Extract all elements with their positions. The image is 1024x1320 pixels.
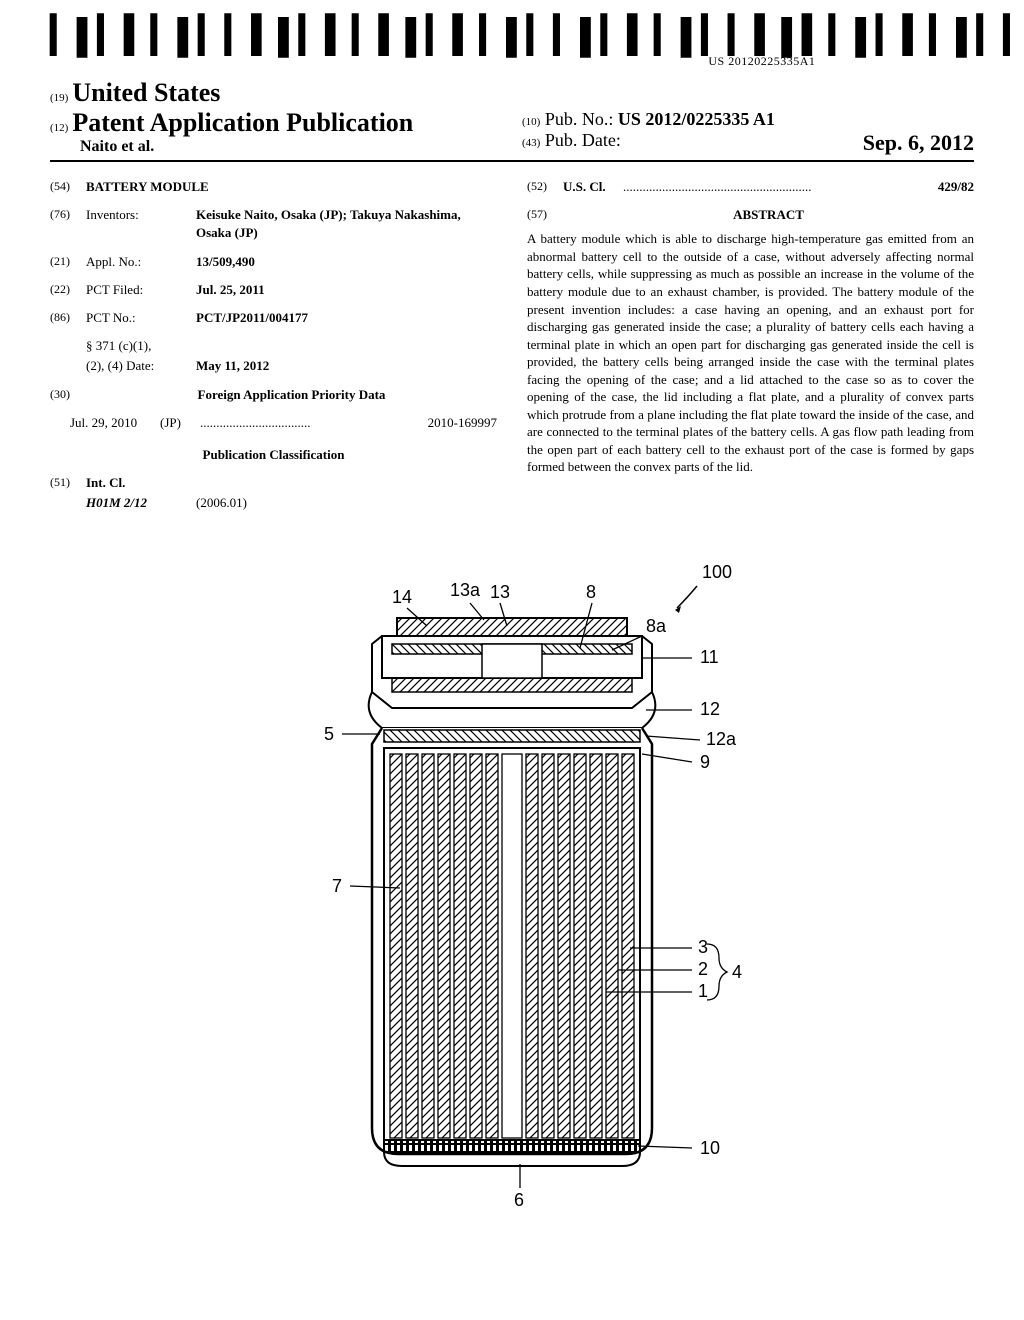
header-left: (19) United States (12) Patent Applicati… — [50, 78, 502, 156]
pubdate: Sep. 6, 2012 — [863, 130, 974, 156]
priority-row: Jul. 29, 2010 (JP) .....................… — [50, 414, 497, 432]
code-19: (19) — [50, 92, 68, 104]
pctfiled-value: Jul. 25, 2011 — [196, 281, 497, 299]
intcl-row: (51) Int. Cl. — [50, 474, 497, 492]
code-52: (52) — [527, 178, 563, 196]
fig-label-7: 7 — [332, 876, 342, 896]
fig-label-100: 100 — [702, 562, 732, 582]
applno-value: 13/509,490 — [196, 253, 497, 271]
fig-label-4: 4 — [732, 962, 742, 982]
applno-row: (21) Appl. No.: 13/509,490 — [50, 253, 497, 271]
pctfiled-label: PCT Filed: — [86, 281, 196, 299]
fig-label-9: 9 — [700, 752, 710, 772]
code-10: (10) — [522, 116, 540, 128]
barcode: ▎▌▎▍▎▌▎▎▍▌▎▍▎▍▌▎▍▎▌▎▎▌▎▍▎▌▎▎▍▌▍▎▌▎▍▎▌▎▎▍… — [50, 20, 1024, 69]
code-30: (30) — [50, 386, 86, 404]
s371-value: May 11, 2012 — [196, 357, 497, 375]
body-columns: (54) BATTERY MODULE (76) Inventors: Keis… — [50, 178, 974, 522]
foreign-priority-heading-row: (30) Foreign Application Priority Data — [50, 386, 497, 404]
s371-label2: (2), (4) Date: — [86, 357, 196, 375]
pub-title-line: (12) Patent Application Publication — [50, 108, 502, 138]
invention-title: BATTERY MODULE — [86, 178, 497, 196]
uscl-value: 429/82 — [914, 178, 974, 196]
uscl-dots: ........................................… — [623, 178, 914, 196]
fig-label-13: 13 — [490, 582, 510, 602]
pub-classification-heading: Publication Classification — [50, 446, 497, 464]
figure-svg: 100 — [232, 548, 792, 1208]
pubno: US 2012/0225335 A1 — [618, 109, 775, 129]
abstract-heading-row: (57) ABSTRACT — [527, 206, 974, 230]
code-43: (43) — [522, 137, 540, 149]
fig-top-cap — [372, 618, 652, 708]
applno-label: Appl. No.: — [86, 253, 196, 271]
priority-date: Jul. 29, 2010 — [70, 414, 160, 432]
patent-page: ▎▌▎▍▎▌▎▎▍▌▎▍▎▍▌▎▍▎▌▎▎▌▎▍▎▌▎▎▍▌▍▎▌▎▍▎▌▎▎▍… — [0, 0, 1024, 1253]
fig-label-5: 5 — [324, 724, 334, 744]
fig-label-2: 2 — [698, 959, 708, 979]
left-column: (54) BATTERY MODULE (76) Inventors: Keis… — [50, 178, 497, 522]
priority-country: (JP) — [160, 414, 200, 432]
pctno-label: PCT No.: — [86, 309, 196, 327]
header: (19) United States (12) Patent Applicati… — [50, 78, 974, 162]
pub-title: Patent Application Publication — [72, 108, 413, 137]
country: United States — [72, 78, 220, 107]
fig-label-12: 12 — [700, 699, 720, 719]
barcode-area: ▎▌▎▍▎▌▎▎▍▌▎▍▎▍▌▎▍▎▌▎▎▌▎▍▎▌▎▎▍▌▍▎▌▎▍▎▌▎▎▍… — [50, 20, 974, 70]
abstract-heading: ABSTRACT — [563, 206, 974, 224]
fig-label-11: 11 — [700, 647, 719, 667]
fig-label-10: 10 — [700, 1138, 720, 1158]
fig-label-13a: 13a — [450, 580, 481, 600]
code-76: (76) — [50, 206, 86, 242]
inventors-value: Keisuke Naito, Osaka (JP); Takuya Nakash… — [196, 206, 497, 242]
country-line: (19) United States — [50, 78, 502, 108]
fig-label-6: 6 — [514, 1190, 524, 1208]
pctno-row: (86) PCT No.: PCT/JP2011/004177 — [50, 309, 497, 327]
intcl-year: (2006.01) — [196, 494, 247, 512]
inventors-row: (76) Inventors: Keisuke Naito, Osaka (JP… — [50, 206, 497, 242]
intcl-class: H01M 2/12 — [86, 494, 196, 512]
uscl-row: (52) U.S. Cl. ..........................… — [527, 178, 974, 196]
code-57: (57) — [527, 206, 563, 230]
fig-label-14: 14 — [392, 587, 412, 607]
pctno-value: PCT/JP2011/004177 — [196, 309, 497, 327]
code-21: (21) — [50, 253, 86, 271]
fig-label-3: 3 — [698, 937, 708, 957]
pubno-line: (10) Pub. No.: US 2012/0225335 A1 — [522, 109, 974, 130]
barcode-bars: ▎▌▎▍▎▌▎▎▍▌▎▍▎▍▌▎▍▎▌▎▎▌▎▍▎▌▎▎▍▌▍▎▌▎▍▎▌▎▎▍… — [50, 20, 1024, 56]
foreign-priority-heading: Foreign Application Priority Data — [86, 386, 497, 404]
pubno-label: Pub. No.: — [545, 109, 614, 129]
code-12: (12) — [50, 122, 68, 134]
right-column: (52) U.S. Cl. ..........................… — [527, 178, 974, 522]
pctfiled-row: (22) PCT Filed: Jul. 25, 2011 — [50, 281, 497, 299]
uscl-label: U.S. Cl. — [563, 178, 623, 196]
s371-label1: § 371 (c)(1), — [86, 337, 196, 355]
priority-dots: .................................. — [200, 414, 397, 432]
header-right: (10) Pub. No.: US 2012/0225335 A1 (43) P… — [502, 109, 974, 156]
code-51: (51) — [50, 474, 86, 492]
s371-row1: § 371 (c)(1), — [50, 337, 497, 355]
fig-label-12a: 12a — [706, 729, 737, 749]
pubdate-label: Pub. Date: — [545, 130, 621, 150]
abstract-text: A battery module which is able to discha… — [527, 230, 974, 476]
inventors-label: Inventors: — [86, 206, 196, 242]
code-86: (86) — [50, 309, 86, 327]
intcl-label: Int. Cl. — [86, 474, 497, 492]
fig-label-8: 8 — [586, 582, 596, 602]
fig-label-1: 1 — [698, 981, 708, 1001]
intcl-value-row: H01M 2/12 (2006.01) — [50, 494, 497, 512]
pubdate-line: (43) Pub. Date: Sep. 6, 2012 — [522, 130, 974, 151]
code-54: (54) — [50, 178, 86, 196]
code-22: (22) — [50, 281, 86, 299]
priority-number: 2010-169997 — [397, 414, 497, 432]
title-row: (54) BATTERY MODULE — [50, 178, 497, 196]
figure-area: 100 — [50, 548, 974, 1213]
fig-label-8a: 8a — [646, 616, 667, 636]
s371-row2: (2), (4) Date: May 11, 2012 — [50, 357, 497, 375]
fig-jellyroll — [384, 748, 640, 1166]
authors: Naito et al. — [80, 138, 502, 156]
